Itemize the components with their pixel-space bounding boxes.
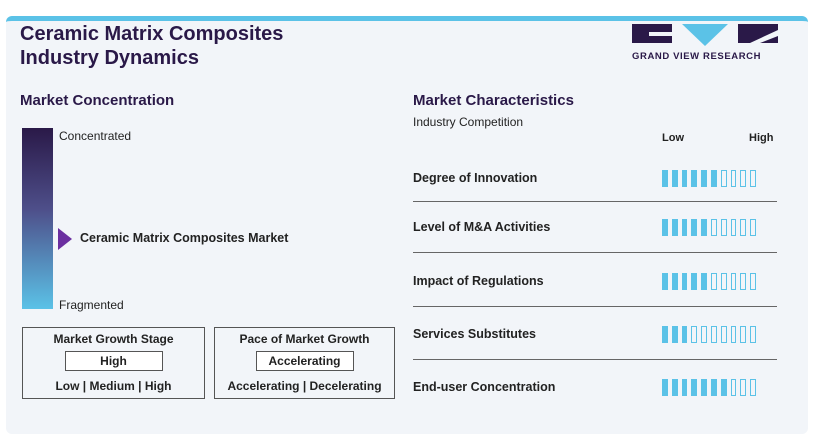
rating-bars [662,219,756,236]
rating-bar-empty [740,379,747,396]
market-growth-stage-box: Market Growth Stage High Low | Medium | … [22,327,205,399]
industry-competition-subtitle: Industry Competition [413,115,524,129]
rating-bar-empty [740,219,747,236]
rating-bar-empty [750,326,756,343]
pace-options: Accelerating | Decelerating [227,379,382,393]
rating-bar-empty [730,273,737,290]
market-concentration-heading: Market Concentration [20,92,175,109]
rating-bar-filled [710,379,717,396]
rating-bar-empty [691,326,698,343]
row-divider [413,359,777,360]
rating-bar-filled [701,379,707,396]
rating-bar-filled [681,273,688,290]
high-label: High [749,132,774,144]
characteristic-label: Degree of Innovation [413,171,538,185]
rating-bar-empty [740,170,747,187]
rating-bars [662,170,756,187]
market-pointer-label: Ceramic Matrix Composites Market [80,231,289,245]
market-pointer-icon [58,228,72,250]
rating-bar-empty [740,273,747,290]
growth-stage-options: Low | Medium | High [55,379,172,393]
logo-text: GRAND VIEW RESEARCH [632,51,762,62]
rating-bar-empty [701,326,707,343]
rating-bars [662,326,756,343]
rating-bars [662,379,756,396]
characteristic-label: Impact of Regulations [413,274,544,288]
rating-bar-filled [681,170,688,187]
rating-bar-filled [691,273,698,290]
rating-bars [662,273,756,290]
rating-bar-filled [671,170,678,187]
rating-bar-filled [662,379,668,396]
rating-bar-filled [710,170,717,187]
title-line-1: Ceramic Matrix Composites [20,23,284,45]
rating-bar-filled [681,219,688,236]
rating-bar-filled [701,170,707,187]
pace-value: Accelerating [255,351,354,371]
rating-bar-filled [691,379,698,396]
rating-bar-filled [671,326,678,343]
rating-bar-empty [710,273,717,290]
characteristic-label: End-user Concentration [413,380,556,394]
rating-bar-empty [710,219,717,236]
rating-bar-filled [662,170,668,187]
rating-bar-filled [662,273,668,290]
rating-bar-empty [750,379,756,396]
pace-title: Pace of Market Growth [239,332,370,346]
rating-bar-empty [750,170,756,187]
concentration-gradient-bar [22,128,53,309]
rating-bar-empty [730,326,737,343]
rating-bar-filled [691,219,698,236]
rating-bar-empty [730,379,737,396]
growth-stage-title: Market Growth Stage [53,332,174,346]
rating-bar-empty [730,170,737,187]
rating-bar-filled [671,273,678,290]
rating-bar-empty [720,273,727,290]
low-label: Low [662,132,684,144]
row-divider [413,306,777,307]
market-characteristics-heading: Market Characteristics [413,92,574,109]
rating-bar-empty [730,219,737,236]
rating-bar-empty [750,273,756,290]
rating-bar-filled [720,379,727,396]
rating-bar-filled [671,219,678,236]
growth-stage-value: High [64,351,163,371]
page-title: Ceramic Matrix Composites Industry Dynam… [20,22,283,70]
rating-bar-empty [720,219,727,236]
rating-bar-empty [720,326,727,343]
row-divider [413,252,777,253]
rating-bar-empty [750,219,756,236]
rating-bar-empty [710,326,717,343]
rating-bar-filled [671,379,678,396]
rating-bar-filled [701,219,707,236]
rating-bar-filled [681,379,688,396]
rating-bar-empty [720,170,727,187]
rating-bar-filled [701,273,707,290]
concentrated-label: Concentrated [59,129,132,143]
pace-of-growth-box: Pace of Market Growth Accelerating Accel… [214,327,395,399]
rating-bar-filled [691,170,698,187]
characteristic-label: Services Substitutes [413,327,536,341]
title-line-2: Industry Dynamics [20,47,199,69]
characteristic-label: Level of M&A Activities [413,220,551,234]
rating-bar-filled [662,219,668,236]
row-divider [413,201,777,202]
rating-bar-empty [740,326,747,343]
rating-bar-filled [662,326,668,343]
grand-view-research-logo [632,24,778,46]
rating-bar-filled [681,326,688,343]
fragmented-label: Fragmented [59,298,124,312]
